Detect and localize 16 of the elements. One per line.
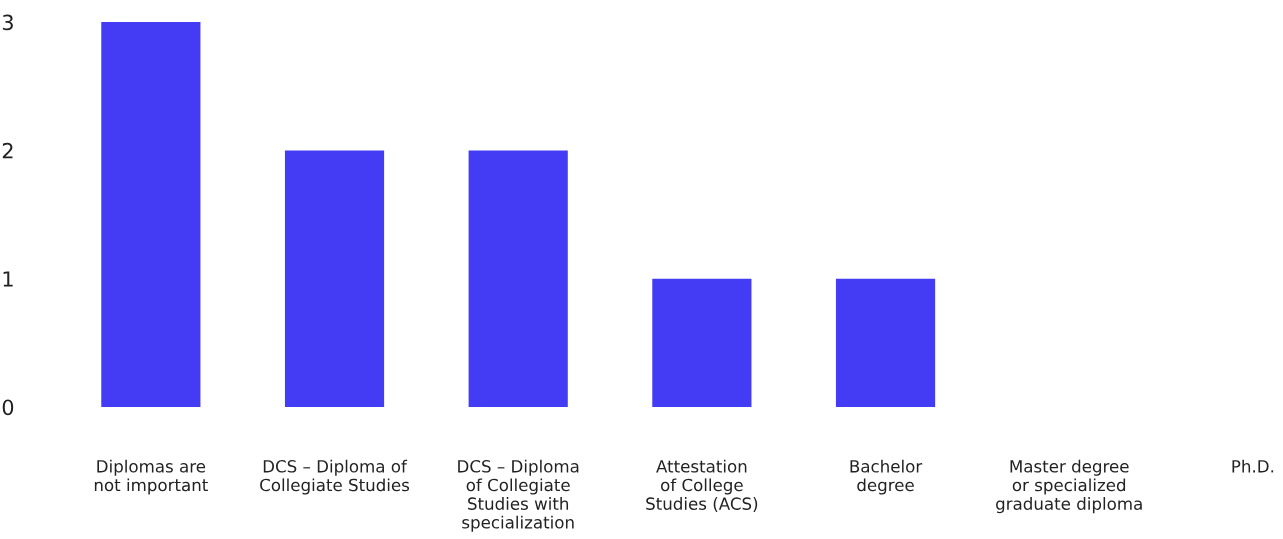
x-tick-label: Ph.D. bbox=[1232, 459, 1274, 473]
y-tick-label: 2 bbox=[2, 142, 13, 159]
bar bbox=[101, 22, 201, 407]
x-tick-label: Master degree or specialized graduate diploma bbox=[996, 459, 1142, 514]
x-tick-label: Diplomas are not important bbox=[94, 459, 208, 495]
x-tick-label: DCS – Diploma of Collegiate Studies bbox=[260, 459, 410, 495]
bar bbox=[468, 150, 568, 407]
bar bbox=[284, 150, 385, 407]
bar bbox=[835, 278, 936, 407]
y-tick-label: 0 bbox=[2, 399, 14, 416]
y-tick-label: 3 bbox=[2, 14, 13, 31]
y-tick-label: 1 bbox=[3, 271, 13, 287]
x-tick-label: DCS – Diploma of Collegiate Studies with specialization bbox=[458, 459, 579, 532]
x-tick-label: Bachelor degree bbox=[850, 459, 923, 495]
bar bbox=[652, 278, 752, 407]
x-tick-label: Attestation of College Studies (ACS) bbox=[646, 459, 758, 512]
